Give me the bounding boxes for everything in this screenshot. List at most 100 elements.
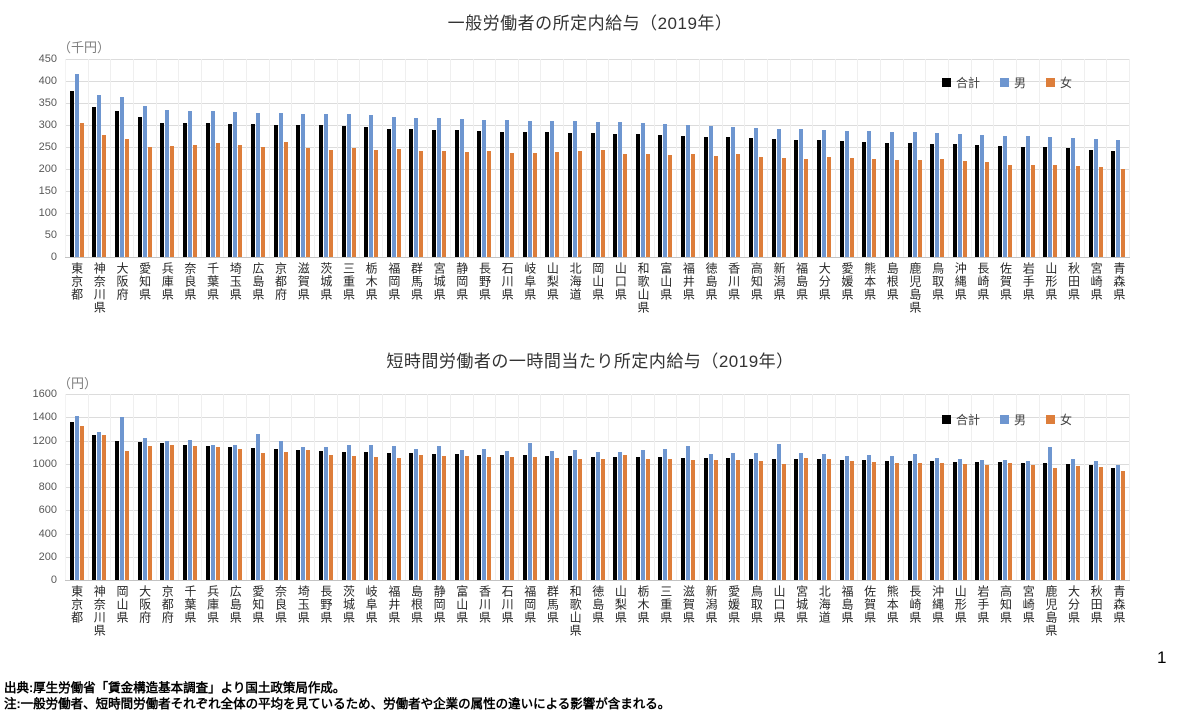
y-tick-label: 100 (38, 207, 57, 219)
x-axis-label: 佐賀県 (862, 585, 877, 624)
x-axis-label-cell: 岡山県 (586, 262, 609, 346)
x-axis-label-cell: 山梨県 (609, 585, 632, 683)
bar-female (1098, 466, 1103, 580)
gridline (65, 103, 1130, 104)
x-axis-label-cell: 宮崎県 (1017, 585, 1040, 683)
bar-male (504, 120, 509, 257)
x-axis-label-cell: 山口県 (609, 262, 632, 346)
bar-male (142, 437, 147, 580)
bar-female (374, 149, 379, 257)
x-axis-label: 香川県 (726, 262, 741, 301)
bar-male (731, 126, 736, 257)
bar-female (781, 463, 786, 580)
bar-group (1085, 394, 1108, 580)
x-axis-label: 群馬県 (545, 585, 560, 624)
bar-total (545, 455, 550, 580)
bar-total (228, 447, 233, 580)
y-tick-label: 200 (38, 163, 57, 175)
bar-group (926, 394, 949, 580)
bar-group (881, 394, 904, 580)
bar-total (839, 141, 844, 257)
x-axis-label-cell: 富山県 (654, 262, 677, 346)
bar-female (509, 152, 514, 257)
x-axis-label-cell: 三重県 (337, 262, 360, 346)
bar-group (587, 59, 610, 257)
x-axis-label-cell: 青森県 (1107, 585, 1130, 683)
bar-group (949, 59, 972, 257)
bar-group (564, 59, 587, 257)
bar-female (713, 460, 718, 580)
x-axis-label-cell: 宮崎県 (1085, 262, 1108, 346)
bar-group (994, 59, 1017, 257)
bar-group (858, 59, 882, 257)
bar-male (255, 112, 260, 257)
bar-total (1088, 149, 1093, 257)
bar-male (527, 120, 532, 257)
bar-total (952, 144, 957, 257)
x-axis-label: 愛知県 (137, 262, 152, 301)
plot-area (65, 394, 1131, 581)
legend-label: 合計 (956, 413, 981, 427)
bar-male (686, 125, 691, 257)
y-tick-label: 1600 (32, 388, 57, 400)
bar-male (889, 455, 894, 580)
bar-total (816, 459, 821, 580)
bar-group (134, 59, 157, 257)
bar-group (406, 59, 429, 257)
y-axis-unit-label: （千円） (58, 40, 111, 55)
bar-total (590, 133, 595, 257)
x-axis-label: 千葉県 (182, 585, 197, 624)
bar-female (668, 154, 673, 257)
x-axis-label-cell: 三重県 (654, 585, 677, 683)
x-axis-label-cell: 長野県 (473, 262, 496, 346)
bar-male (437, 446, 442, 580)
bar-female (917, 160, 922, 257)
bar-group (745, 394, 768, 580)
x-axis-label-cell: 滋賀県 (292, 262, 315, 346)
x-axis-label-cell: 高知県 (745, 262, 768, 346)
bar-group (972, 394, 995, 580)
bar-male (210, 110, 215, 257)
x-axis-label: 香川県 (477, 585, 492, 624)
bar-total (771, 139, 776, 257)
x-axis-label: 茨城県 (341, 585, 356, 624)
bar-total (499, 131, 504, 257)
bar-total (183, 445, 188, 580)
x-axis-label: 秋田県 (1089, 585, 1104, 624)
chart-title: 一般労働者の所定内給与（2019年） (447, 14, 733, 33)
x-axis-label-cell: 茨城県 (337, 585, 360, 683)
x-axis-label: 千葉県 (205, 262, 220, 301)
bar-total (816, 140, 821, 257)
bar-male (142, 105, 147, 257)
x-axis-label: 宮城県 (432, 262, 447, 301)
bar-female (940, 158, 945, 257)
x-axis-label: 福井県 (386, 585, 401, 624)
bar-total (726, 458, 731, 580)
x-axis-label-cell: 石川県 (495, 262, 518, 346)
bar-total (386, 452, 391, 580)
bar-group (904, 394, 927, 580)
bar-total (794, 459, 799, 580)
bar-female (985, 464, 990, 580)
bar-female (238, 145, 243, 257)
bar-group (111, 59, 134, 257)
bar-female (962, 464, 967, 580)
bar-male (188, 439, 193, 580)
bar-female (645, 458, 650, 580)
bar-male (1116, 139, 1121, 257)
y-axis: 0 200 400 600 800 1000 1200 1400 1600 (0, 388, 57, 586)
bar-total (952, 461, 957, 580)
x-axis-label-cell: 兵庫県 (156, 262, 179, 346)
bar-group (89, 59, 112, 257)
bar-male (482, 119, 487, 257)
y-tick-label: 300 (38, 119, 57, 131)
bar-total (137, 117, 142, 257)
bar-group (428, 59, 451, 257)
bar-total (273, 449, 278, 580)
x-axis-label-cell: 広島県 (224, 585, 247, 683)
x-axis-label: 京都府 (273, 262, 288, 301)
bar-total (115, 441, 120, 580)
bar-group (89, 394, 112, 580)
bar-group (1040, 394, 1063, 580)
x-axis-label-cell: 大阪府 (110, 262, 133, 346)
